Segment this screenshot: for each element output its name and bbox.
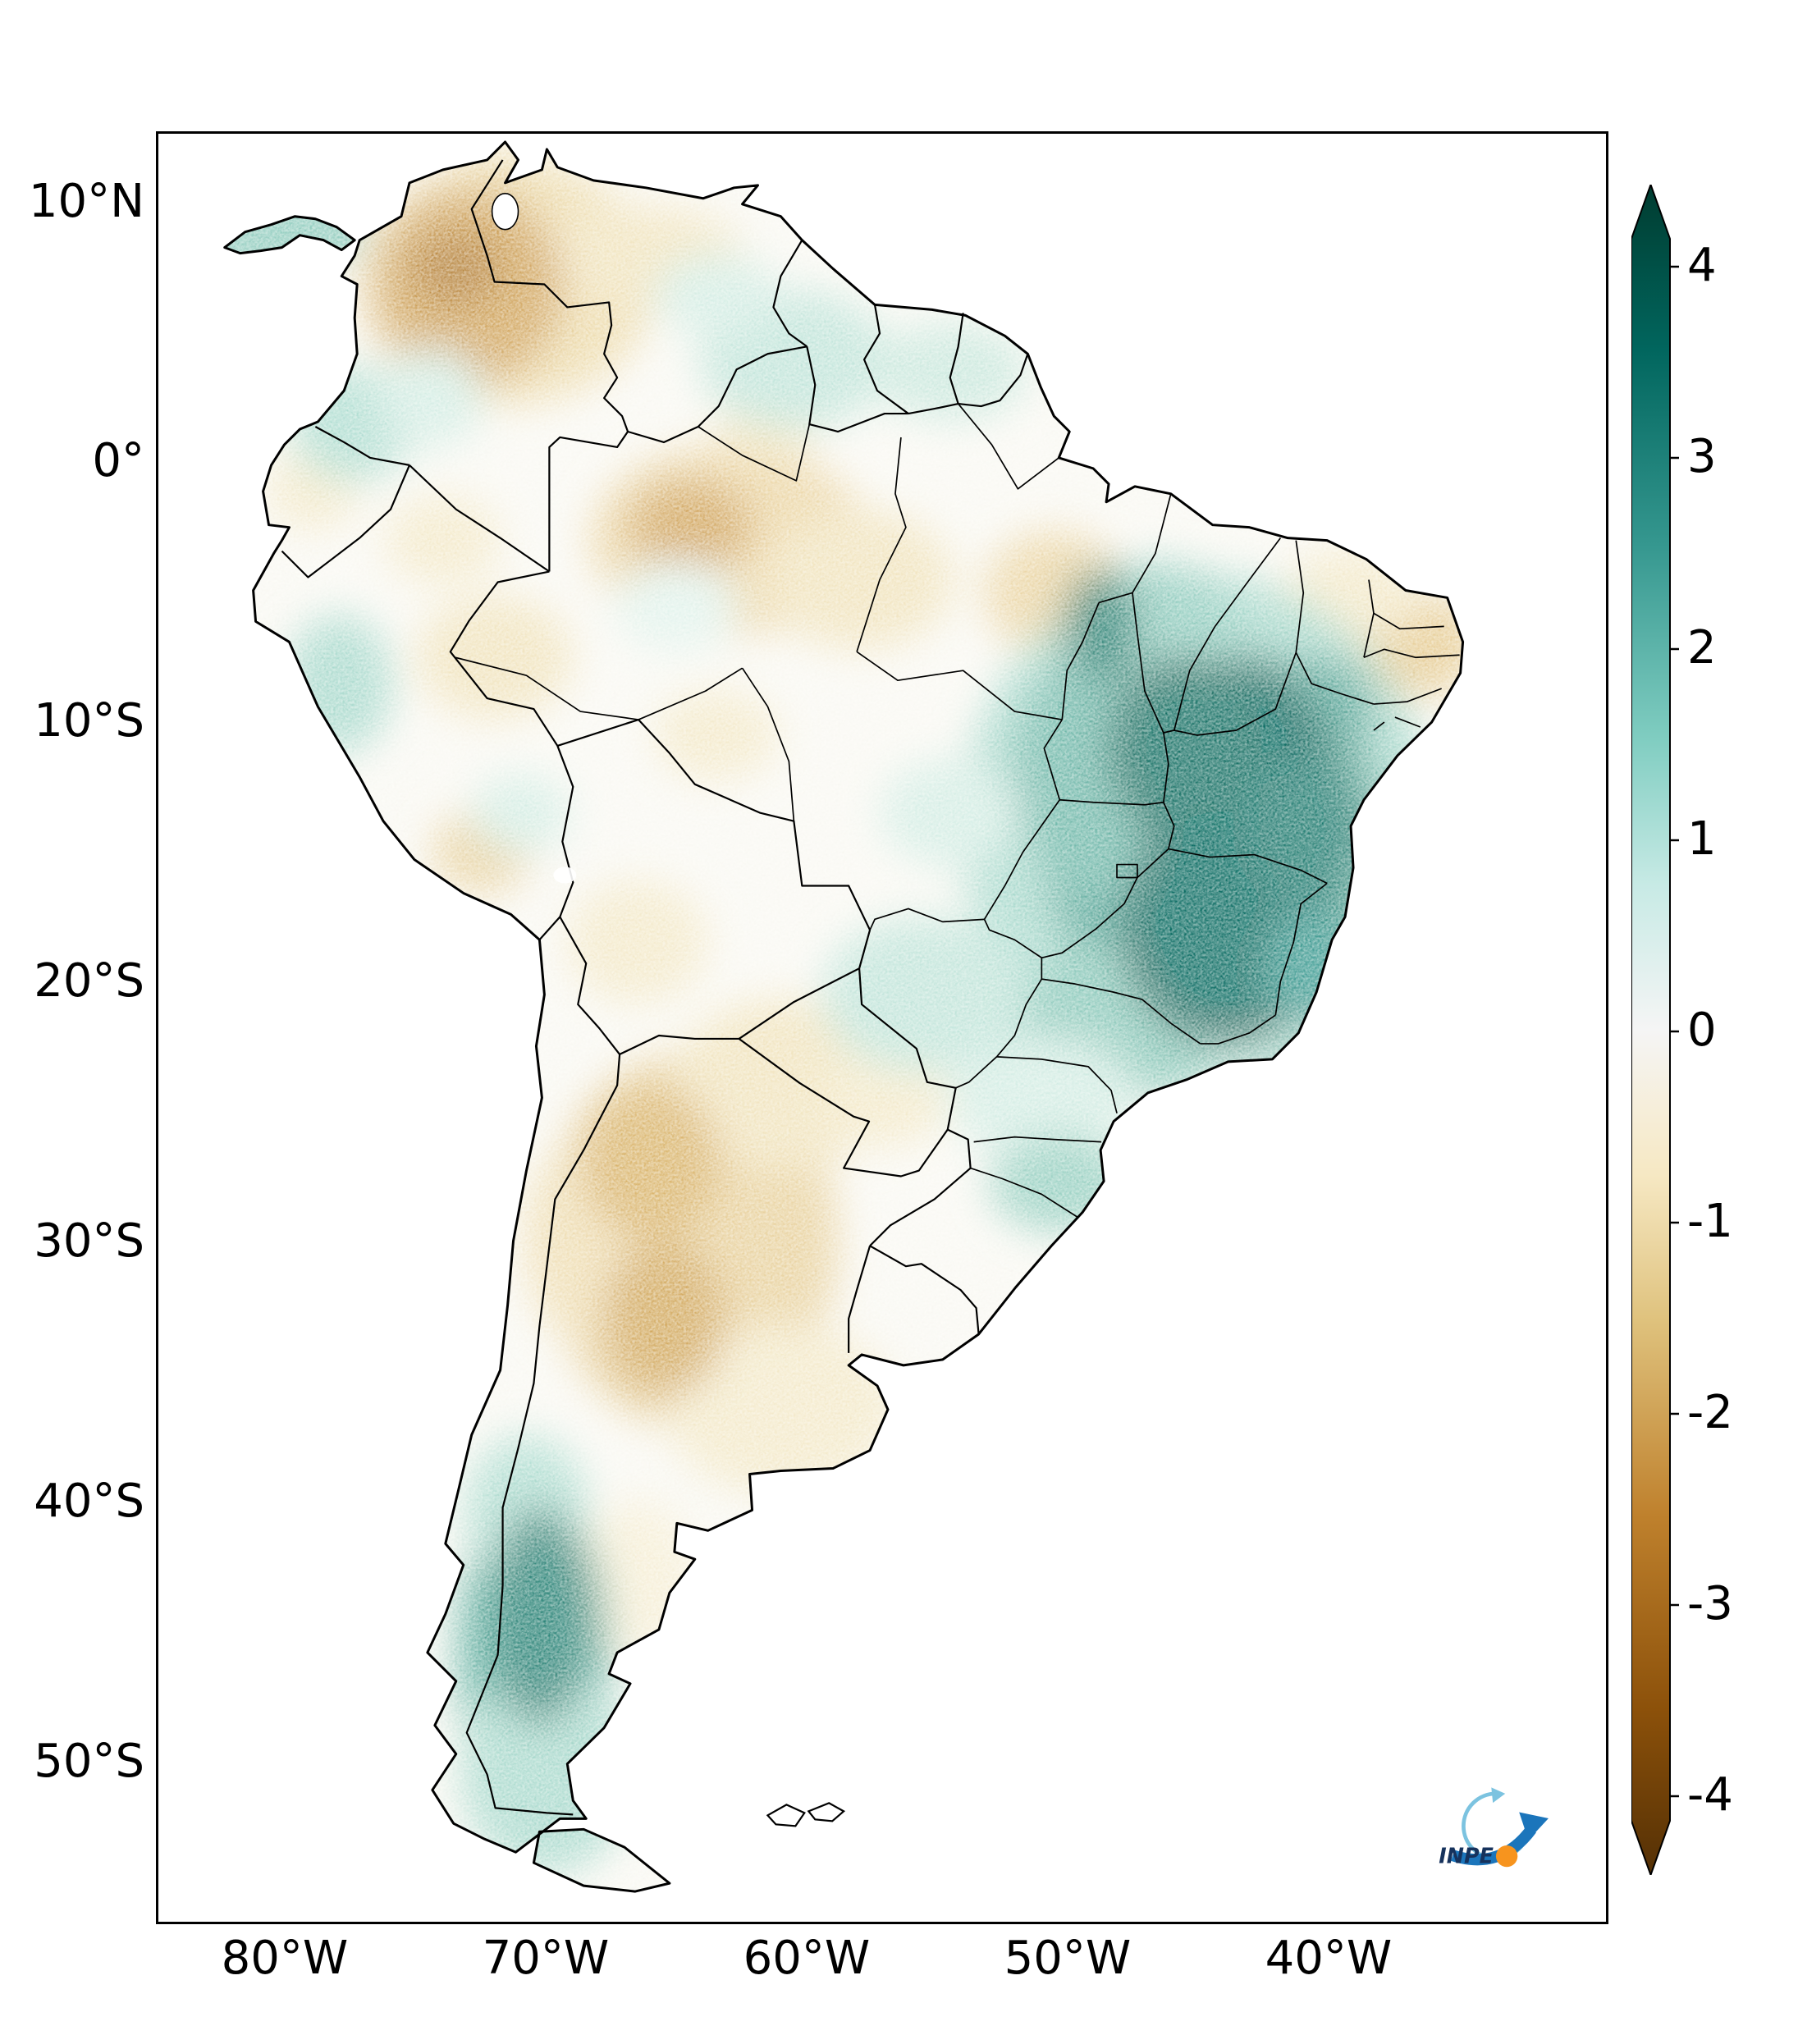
- colorbar-gradient: [1631, 185, 1671, 1875]
- islands-and-lakes: [491, 193, 846, 1827]
- y-tick-label: 30°S: [34, 1214, 144, 1268]
- y-tick-label: 10°S: [34, 694, 144, 748]
- inpe-logo-text: INPE: [1439, 1844, 1494, 1868]
- colorbar-tick-label: 0: [1687, 1004, 1717, 1057]
- lake-titicaca: [553, 867, 577, 884]
- colorbar-tick-label: -1: [1687, 1195, 1733, 1248]
- y-tick-label: 20°S: [34, 954, 144, 1008]
- y-tick-label: 40°S: [34, 1475, 144, 1528]
- logo-swirl-arrowhead-icon: [1491, 1787, 1506, 1804]
- colorbar-tick-label: -4: [1687, 1768, 1733, 1822]
- colorbar-tick-label: 3: [1687, 430, 1717, 483]
- inpe-logo-graphic: INPE: [1439, 1787, 1549, 1868]
- x-tick-label: 80°W: [221, 1932, 349, 1985]
- inpe-logo: INPE: [1430, 1781, 1561, 1882]
- y-tick-label: 10°N: [28, 175, 144, 228]
- state-borders: [455, 403, 1460, 1219]
- x-tick-label: 70°W: [482, 1932, 610, 1985]
- x-tick-label: 40°W: [1265, 1932, 1393, 1985]
- lake-maracaibo: [491, 193, 519, 231]
- colorbar-tick-label: 1: [1687, 812, 1717, 866]
- colorbar-tick-label: -2: [1687, 1386, 1733, 1439]
- logo-orange-ball-icon: [1495, 1845, 1518, 1868]
- south-america-map: [223, 140, 1465, 1893]
- y-tick-label: 0°: [92, 434, 144, 487]
- logo-arrowhead-icon: [1519, 1812, 1549, 1841]
- spei-field: [224, 141, 1463, 1892]
- x-tick-label: 60°W: [743, 1932, 871, 1985]
- country-borders: [281, 159, 1029, 1816]
- colorbar-tick-marks: [1670, 265, 1679, 1798]
- y-tick-label: 50°S: [34, 1735, 144, 1788]
- coastline: [223, 140, 1465, 1893]
- colorbar-tick-label: 4: [1687, 239, 1717, 292]
- colorbar-tick-label: -3: [1687, 1577, 1733, 1630]
- x-tick-label: 50°W: [1004, 1932, 1132, 1985]
- colorbar-tick-label: 2: [1687, 621, 1717, 674]
- map-plot-area: INPE: [156, 131, 1608, 1924]
- colorbar: [1631, 185, 1679, 1875]
